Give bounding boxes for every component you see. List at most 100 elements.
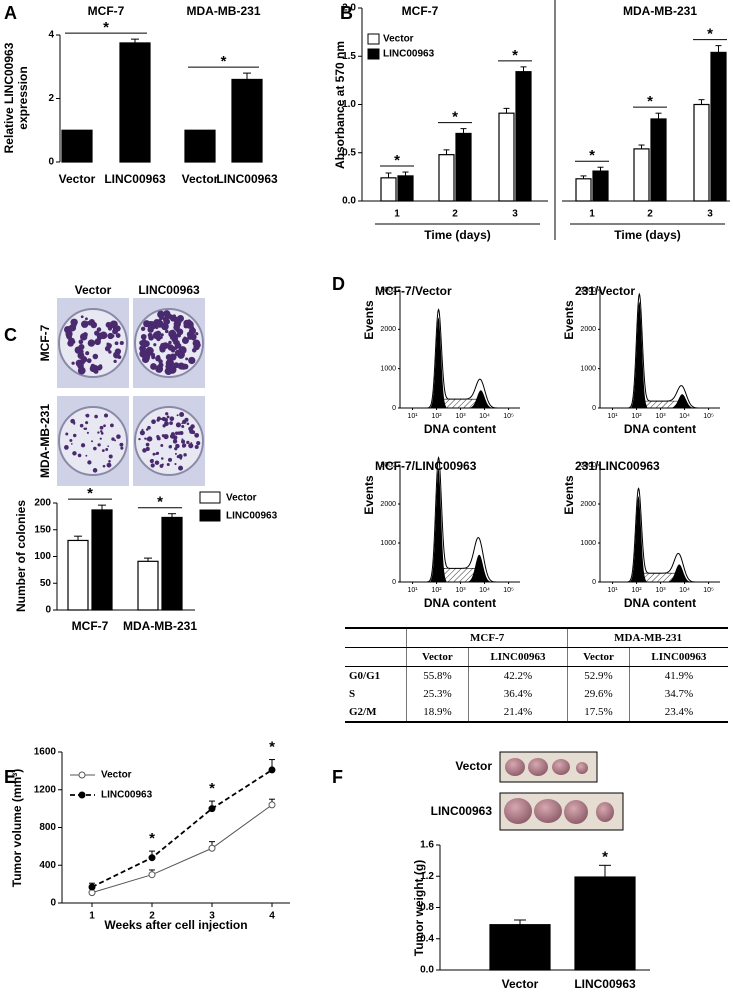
bar <box>515 71 532 202</box>
colony <box>161 463 164 466</box>
colony <box>113 359 117 364</box>
colony <box>155 330 162 337</box>
colony <box>85 413 90 418</box>
table-cell: MDA-MB-231 <box>567 627 728 648</box>
colony <box>150 363 157 370</box>
bar <box>231 78 263 163</box>
colony <box>156 436 161 441</box>
table-row: G2/M 18.9% 21.4% 17.5% 23.4% <box>345 703 728 723</box>
colony <box>173 362 180 369</box>
point <box>148 854 156 862</box>
colony <box>141 428 144 431</box>
series-line <box>91 804 273 894</box>
y-tick-label: 3000 <box>580 287 596 294</box>
x-tick-label: 4 <box>269 911 275 922</box>
colony <box>161 417 164 421</box>
colony <box>176 333 181 338</box>
table-cell: LINC00963 <box>467 647 568 667</box>
y-tick-label: 0 <box>392 579 396 586</box>
y-axis-label: Absorbance at 570 nm <box>333 41 347 169</box>
colony <box>107 326 113 331</box>
x-axis-label: DNA content <box>624 422 696 436</box>
y-tick-label: 2.0 <box>342 3 356 14</box>
cell-cycle-table: MCF-7 MDA-MB-231 Vector LINC00963 Vector LINC… <box>345 627 728 723</box>
colony <box>170 432 175 437</box>
x-tick-label: 10² <box>631 587 642 594</box>
colony <box>94 414 98 419</box>
table-cell: 21.4% <box>467 703 568 723</box>
bar <box>184 129 216 163</box>
colony <box>180 363 187 370</box>
colony <box>191 336 196 341</box>
y-tick-label: 3000 <box>380 462 396 469</box>
group-label: MDA-MB-231 <box>186 4 260 18</box>
colony <box>179 412 185 417</box>
table-row: S 25.3% 36.4% 29.6% 34.7% <box>345 685 728 703</box>
significance-star: * <box>103 19 109 36</box>
colony <box>174 431 179 435</box>
colony <box>190 424 195 429</box>
bar <box>161 516 183 611</box>
y-tick-label: 0 <box>45 605 51 616</box>
y-tick-label: 3000 <box>580 462 596 469</box>
colony <box>96 327 102 332</box>
x-tick-label: LINC00963 <box>216 172 278 186</box>
photo-row-label: MCF-7 <box>38 324 52 361</box>
colony <box>149 458 154 464</box>
colony <box>102 464 106 468</box>
colony <box>85 421 89 425</box>
colony <box>158 362 164 368</box>
colony <box>175 317 182 324</box>
colony <box>160 342 167 349</box>
colony <box>99 331 108 340</box>
colony <box>186 331 194 338</box>
photo-row-label: MDA-MB-231 <box>38 404 52 478</box>
table-cell: 36.4% <box>467 685 568 703</box>
significance-star: * <box>269 739 275 756</box>
y-tick-label: 1600 <box>34 747 57 758</box>
photo-column-label: LINC00963 <box>138 283 200 297</box>
colony-photo <box>57 396 129 486</box>
colony <box>160 333 164 337</box>
colony <box>92 468 98 473</box>
bar <box>397 175 414 202</box>
significance-star: * <box>512 47 518 64</box>
colony <box>165 354 173 361</box>
colony <box>116 434 121 439</box>
colony <box>185 357 189 361</box>
colony <box>94 338 101 346</box>
colony <box>85 454 88 457</box>
colony <box>169 421 173 425</box>
colony <box>171 329 175 333</box>
colony <box>156 335 161 340</box>
point <box>208 805 216 813</box>
colony <box>78 339 84 345</box>
bar <box>574 876 636 971</box>
plate <box>134 406 204 476</box>
significance-star: * <box>209 780 215 797</box>
x-tick-label: 10⁵ <box>503 587 514 594</box>
x-tick-label: 10⁵ <box>703 413 714 420</box>
colony <box>150 323 157 330</box>
y-tick-label: 1.2 <box>420 871 434 882</box>
table-cell: Vector <box>406 647 469 667</box>
colony <box>194 445 199 450</box>
significance-star: * <box>589 147 595 164</box>
x-tick-label: 10⁴ <box>479 587 490 594</box>
point <box>208 844 216 852</box>
colony <box>175 444 179 448</box>
colony <box>169 335 174 340</box>
colony <box>78 343 85 351</box>
colony <box>172 439 178 444</box>
colony <box>100 430 103 433</box>
panel-label: D <box>332 274 345 294</box>
colony <box>70 318 78 326</box>
colony <box>174 452 177 455</box>
y-tick-label: 1000 <box>380 366 396 373</box>
colony <box>165 329 169 334</box>
table-cell: 34.7% <box>628 685 728 703</box>
colony <box>158 359 163 364</box>
y-tick-label: 0.4 <box>420 933 434 944</box>
legend-label: Vector <box>101 770 132 781</box>
colony <box>73 422 76 425</box>
